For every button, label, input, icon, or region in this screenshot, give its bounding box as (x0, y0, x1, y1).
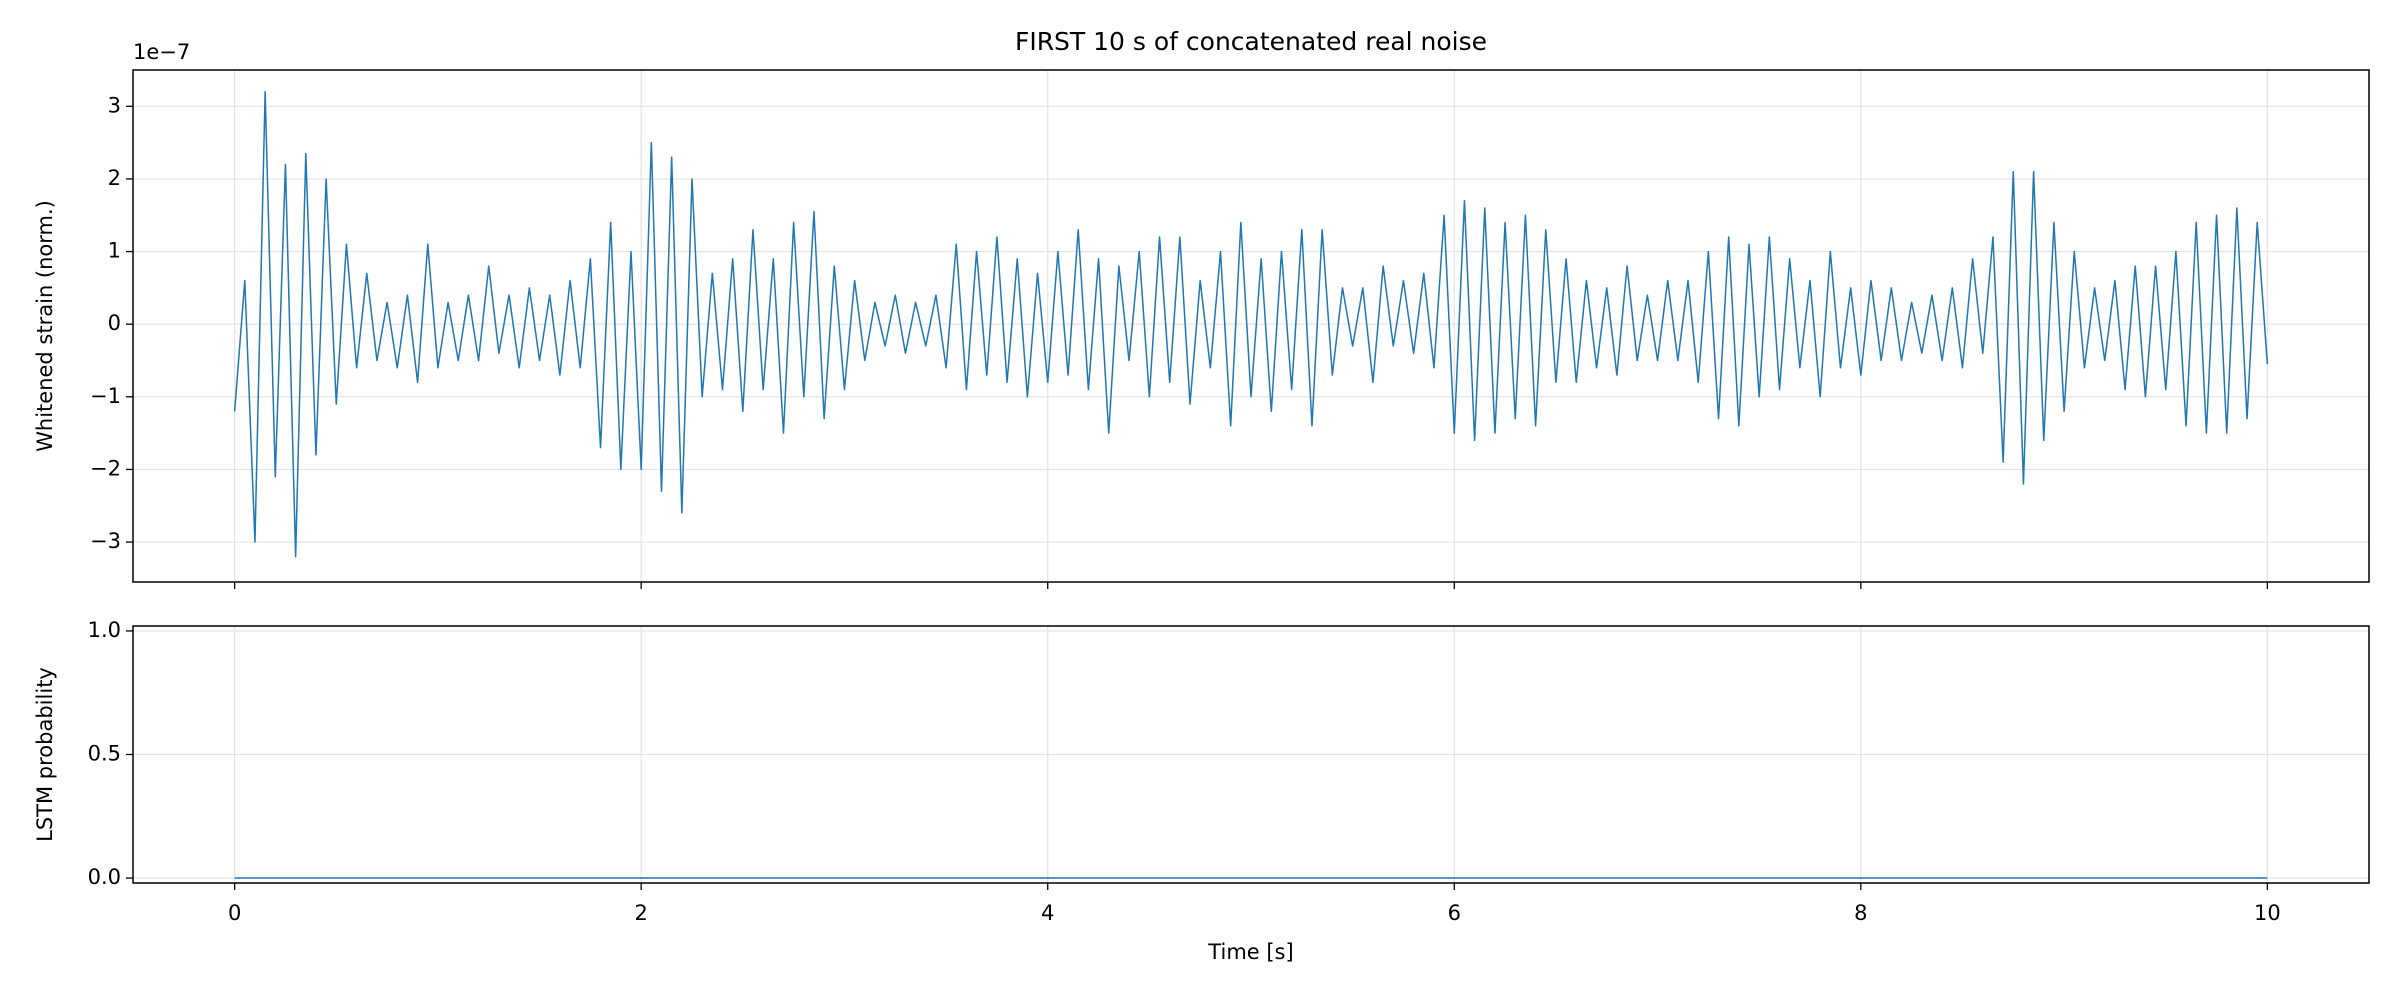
x-tick-label: 2 (634, 901, 647, 925)
y-tick-label: 1.0 (88, 618, 121, 642)
data-line (233, 91, 2269, 558)
y-axis-label: Whitened strain (norm.) (33, 200, 57, 452)
x-tick-label: 4 (1041, 901, 1054, 925)
y-axis-label: LSTM probability (33, 667, 57, 842)
y-tick-label: −2 (90, 456, 121, 480)
y-tick-label: 0.5 (88, 742, 121, 766)
offset-text: 1e−7 (133, 40, 190, 64)
x-tick-label: 0 (228, 901, 241, 925)
y-tick-label: 2 (108, 166, 121, 190)
x-tick-label: 8 (1854, 901, 1867, 925)
y-tick-label: 1 (108, 239, 121, 263)
chart-title: FIRST 10 s of concatenated real noise (1015, 27, 1487, 56)
y-tick-label: 0 (108, 311, 121, 335)
y-tick-label: −1 (90, 384, 121, 408)
subplot: −3 −2 −1 0 1 2 3 FIRST 10 s of concatenated rea… (33, 27, 2370, 589)
axes-frame (132, 69, 2370, 583)
subplot: 0 2 4 6 8 10 0.0 0.5 1.0 LSTM probability Time [s] (33, 618, 2370, 964)
y-tick-label: 0.0 (88, 865, 121, 889)
x-tick-label: 6 (1448, 901, 1461, 925)
axes-frame (132, 625, 2370, 884)
x-axis-label: Time [s] (1207, 940, 1293, 964)
x-tick-label: 10 (2254, 901, 2281, 925)
y-tick-label: 3 (108, 93, 121, 117)
y-tick-label: −3 (90, 529, 121, 553)
